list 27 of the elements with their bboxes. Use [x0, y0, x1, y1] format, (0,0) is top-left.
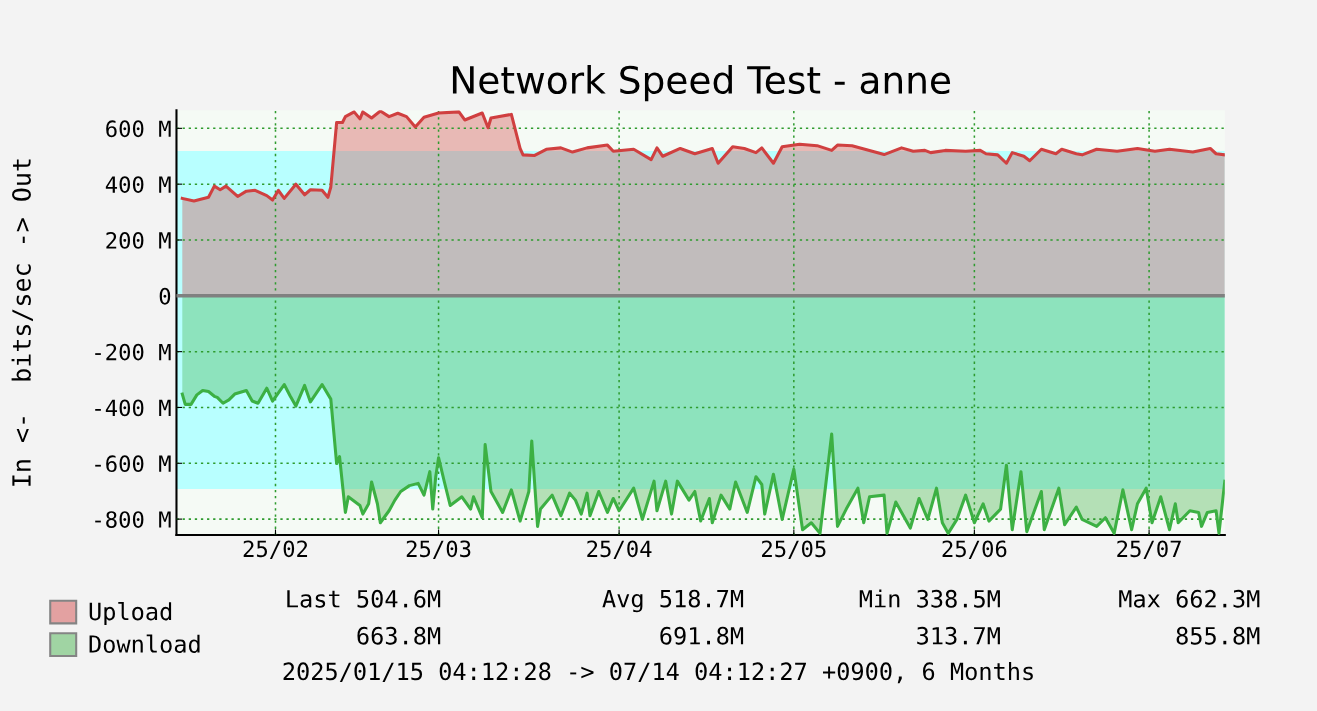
text: 313.7M	[917, 626, 1000, 645]
y-tick-label: -400 M	[95, 399, 171, 417]
x-tick-label: 25/05	[762, 540, 826, 559]
text: 2025/01/15 04:12:28 -> 07/14 04:12:27 +0900, 6 Months	[283, 661, 1033, 684]
y-tick-label: -600 M	[95, 455, 171, 473]
x-tick-label: 25/02	[243, 540, 308, 559]
x-tick-label: 25/03	[406, 540, 471, 559]
text: Max 662.3M	[1119, 589, 1260, 608]
y-tick-label: 400 M	[105, 176, 171, 193]
x-tick-label: 25/07	[1117, 540, 1181, 559]
y-tick-label: 0	[159, 287, 171, 305]
text: 663.8M	[357, 626, 441, 645]
x-tick-label: 25/04	[587, 540, 652, 559]
x-tick-label: 25/06	[942, 540, 1007, 559]
text: Min 338.5M	[859, 589, 1000, 608]
text: Avg 518.7M	[602, 589, 744, 613]
y-axis-title: In <- bits/sec -> Out	[11, 159, 33, 486]
legend-label: Download	[89, 634, 200, 653]
y-tick-label: 600 M	[106, 120, 171, 138]
y-tick-label: -200 M	[95, 343, 171, 361]
y-tick-label: -800 M	[95, 511, 171, 528]
y-tick-label: 200 M	[106, 232, 171, 249]
text: 691.8M	[660, 626, 744, 645]
legend-label: Upload	[89, 602, 172, 625]
chart-title: Network Speed Test - anne	[452, 65, 951, 102]
text: Last 504.6M	[287, 589, 441, 608]
text: 855.8M	[1176, 626, 1260, 645]
